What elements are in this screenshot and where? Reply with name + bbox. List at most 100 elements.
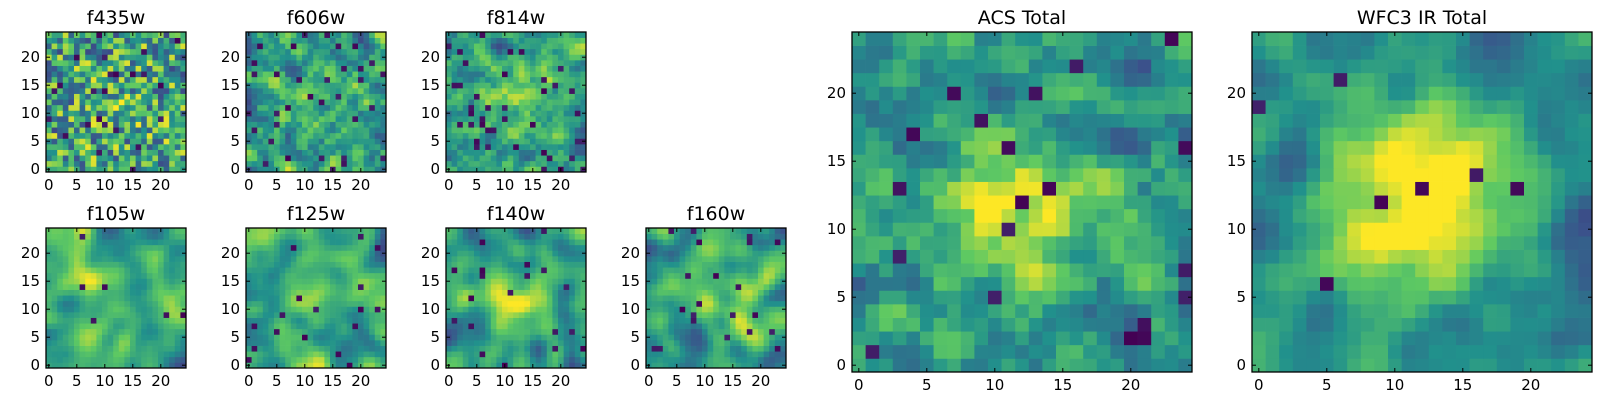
heatmap-cell [685,250,692,257]
heatmap-cell [451,116,458,122]
heatmap-cell [318,278,325,285]
heatmap-cell [174,138,181,145]
heatmap-cell [96,54,103,61]
heatmap-cell [668,351,675,358]
heatmap-cell [702,267,708,274]
heatmap-cell [563,233,570,240]
heatmap-cell [274,323,280,330]
heatmap-cell [690,233,697,240]
heatmap-cell [457,88,464,94]
heatmap-cell [713,362,720,369]
heatmap-cell [158,261,164,268]
heatmap-cell [296,82,303,89]
heatmap-cell [262,334,269,341]
heatmap-cell [507,43,514,50]
heatmap-cell [257,37,264,44]
heatmap-cell [352,244,359,251]
heatmap-cell [569,362,576,369]
heatmap-cell [251,295,258,302]
heatmap-cell [724,340,731,346]
heatmap-cell [130,233,136,240]
heatmap-cell [341,244,348,251]
heatmap-cell [313,256,320,262]
heatmap-cell [518,93,525,100]
heatmap-cell [85,65,92,72]
heatmap-cell [1056,317,1070,332]
heatmap-cell [257,267,264,274]
heatmap-cell [780,300,787,307]
heatmap-cell [262,99,269,106]
heatmap-cell [1028,249,1043,264]
heatmap-cell [707,233,714,240]
heatmap-cell [251,340,258,346]
heatmap-cell [569,300,576,307]
heatmap-cell [746,300,753,307]
heatmap-cell [169,362,176,369]
heatmap-cell [57,267,64,274]
heatmap-cell [169,116,176,122]
heatmap-cell [1164,344,1179,359]
heatmap-cell [158,76,164,83]
heatmap-cell [369,289,376,296]
heatmap-cell [152,300,159,307]
heatmap-cell [146,261,153,268]
heatmap-cell [158,272,164,279]
heatmap-cell [1124,181,1138,196]
heatmap-cell [479,155,486,162]
y-tick-label: 10 [21,104,40,122]
heatmap-cell [369,65,376,72]
heatmap-cell [552,65,559,72]
heatmap-cell [769,300,776,307]
heatmap-cell [358,99,364,106]
heatmap-cell [335,116,342,122]
heatmap-cell [330,121,336,128]
heatmap-cell [330,272,336,279]
heatmap-cell [246,340,252,346]
heatmap-cell [690,340,697,346]
heatmap-cell [274,99,280,106]
heatmap-cell [474,132,480,139]
heatmap-cell [668,233,675,240]
heatmap-cell [313,284,320,290]
heatmap-cell [696,289,703,296]
heatmap-cell [251,99,258,106]
heatmap-cell [369,82,376,89]
heatmap-cell [1001,263,1016,278]
heatmap-cell [513,166,520,173]
heatmap-cell [724,295,731,302]
heatmap-cell [535,32,542,38]
heatmap-cell [251,228,258,234]
heatmap-cell [1083,290,1098,305]
heatmap-cell [1028,208,1043,223]
heatmap-cell [268,166,275,173]
heatmap-cell [541,99,548,106]
heatmap-cell [374,48,381,55]
heatmap-cell [180,88,187,94]
heatmap-cell [758,300,764,307]
panel-title: f814w [487,7,546,29]
heatmap-cell [552,228,559,234]
heatmap-cell [152,48,159,55]
heatmap-cell [646,239,652,246]
heatmap-cell [485,54,492,61]
heatmap-cell [502,356,508,363]
heatmap-cell [906,208,921,223]
heatmap-cell [696,328,703,335]
heatmap-cell [246,65,252,72]
heatmap-cell [462,233,469,240]
heatmap-cell [490,261,497,268]
heatmap-cell [947,317,962,332]
heatmap-cell [1015,317,1030,332]
heatmap-cell [446,289,452,296]
heatmap-cell [257,65,264,72]
heatmap-cell [513,317,520,324]
heatmap-cell [496,160,503,167]
heatmap-cell [307,60,314,66]
heatmap-cell [713,317,720,324]
heatmap-cell [774,328,781,335]
y-tick-label: 0 [230,356,240,374]
heatmap-cell [380,261,387,268]
heatmap-cell [920,304,934,318]
heatmap-cell [558,267,564,274]
heatmap-cell [285,239,292,246]
